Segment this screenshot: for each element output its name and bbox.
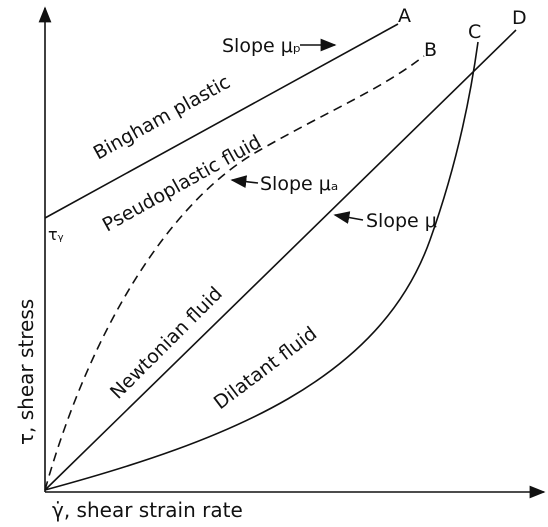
yield-label: τᵧ <box>48 225 64 244</box>
dilatant-curve <box>44 41 479 491</box>
bingham-curve <box>44 23 399 219</box>
slope-label: Slope μ <box>366 210 437 232</box>
slope-arrow <box>230 175 259 189</box>
curve-end-label: C <box>468 21 481 43</box>
curve-end-label: A <box>398 5 411 27</box>
y-axis-label: τ, shear stress <box>14 299 38 445</box>
curve-name: Bingham plastic <box>90 71 234 164</box>
slope-arrow <box>333 211 364 224</box>
pseudoplastic-curve <box>44 55 425 491</box>
slope-label: Slope μₚ <box>222 35 301 57</box>
curve-name: Dilatant fluid <box>210 323 321 414</box>
slope-label: Slope μₐ <box>260 173 338 195</box>
curve-end-label: B <box>424 39 437 61</box>
x-axis-label: γ̇, shear strain rate <box>52 498 243 522</box>
curve-name: Newtonian fluid <box>106 283 227 404</box>
newtonian-curve <box>44 29 517 491</box>
curve-end-label: D <box>512 7 527 29</box>
